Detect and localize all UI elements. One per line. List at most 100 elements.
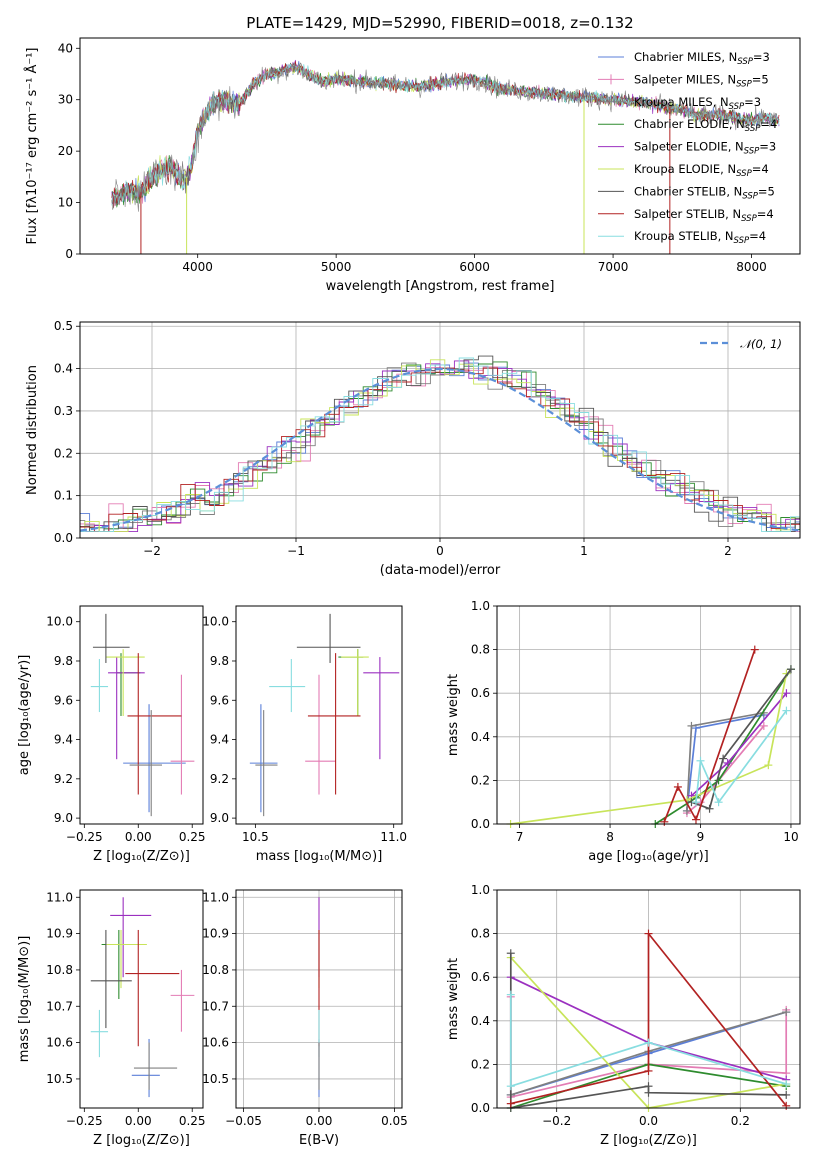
x-tick-label: 8	[606, 830, 614, 844]
y-tick-label: 1.0	[471, 883, 490, 897]
y-tick-label: 11.0	[46, 890, 73, 904]
histogram-series-6	[80, 355, 800, 533]
x-tick-label: −0.2	[542, 1114, 571, 1128]
weight-line-8	[509, 994, 787, 1088]
y-tick-label: 9.2	[210, 772, 229, 786]
y-tick-label: 0.4	[54, 362, 73, 376]
y-tick-label: 9.0	[210, 811, 229, 825]
x-axis-label: mass [log₁₀(M/M⊙)]	[256, 849, 383, 864]
y-tick-label: 30	[58, 93, 73, 107]
x-tick-label: −2	[143, 544, 161, 558]
x-axis-label: Z [log₁₀(Z/Z⊙)]	[600, 1133, 697, 1148]
weight-vs-metallicity-panel: −0.2 0.0 0.2 0.0 0.2 0.4 0.6 0.8 1.0 Z [log₁₀(Z/Z…	[446, 883, 801, 1148]
legend-entry: Kroupa MILES, NSSP=3	[634, 95, 761, 112]
x-tick-label: 2	[724, 544, 732, 558]
y-tick-label: 40	[58, 41, 73, 55]
weight-line-8	[695, 710, 788, 804]
y-axis-label: Flux [fλ10⁻¹⁷ erg cm⁻² s⁻¹ Å⁻¹]	[24, 48, 40, 245]
y-tick-label: 9.6	[210, 693, 229, 707]
x-tick-label: 0.05	[381, 1114, 408, 1128]
gaussian-curve	[80, 367, 800, 532]
y-tick-label: 10.9	[202, 927, 229, 941]
legend-entry: Chabrier ELODIE, NSSP=4	[634, 117, 777, 134]
y-tick-label: 9.8	[210, 654, 229, 668]
y-axis-label: mass weight	[446, 958, 461, 1040]
age-vs-mass-panel: 10.5 11.0 9.0 9.2 9.4 9.6 9.8 10.0 mass [log₁₀(M…	[202, 605, 407, 864]
x-tick-label: 9	[697, 830, 705, 844]
y-tick-label: 0.0	[54, 531, 73, 545]
x-tick-label: 4000	[182, 260, 213, 274]
weight-line-5	[510, 673, 788, 825]
legend-entry: Kroupa STELIB, NSSP=4	[634, 229, 766, 246]
axes-frame	[496, 889, 801, 1109]
spectrum-series-8	[111, 63, 780, 206]
x-tick-label: 11.0	[380, 830, 407, 844]
y-tick-label: 1.0	[471, 599, 490, 613]
y-tick-label: 0.1	[54, 489, 73, 503]
x-tick-label: 0.00	[306, 1114, 333, 1128]
y-tick-label: 9.0	[54, 811, 73, 825]
axes-frame	[79, 605, 204, 825]
y-tick-label: 10.6	[46, 1036, 73, 1050]
y-tick-label: 10.7	[202, 999, 229, 1013]
mass-vs-ebv-panel: −0.05 0.00 0.05 10.5 10.6 10.7 10.8 10.9 11.0 E(B…	[202, 889, 408, 1148]
legend-entry: 𝒩(0, 1)	[740, 337, 782, 351]
x-axis-label: Z [log₁₀(Z/Z⊙)]	[93, 849, 190, 864]
y-tick-label: 0.0	[471, 817, 490, 831]
y-axis-label: mass [log₁₀(M/M⊙)]	[17, 936, 32, 1063]
x-tick-label: 5000	[321, 260, 352, 274]
y-tick-label: 0.3	[54, 404, 73, 418]
legend-entry: Salpeter ELODIE, NSSP=3	[634, 140, 776, 157]
weight-line-7	[663, 649, 756, 823]
y-tick-label: 0.2	[54, 446, 73, 460]
histogram-series-3	[80, 361, 800, 533]
y-tick-label: 0.4	[471, 730, 490, 744]
y-tick-label: 0.5	[54, 319, 73, 333]
y-tick-label: 0	[65, 247, 73, 261]
y-axis-label: Normed distribution	[25, 365, 40, 495]
x-tick-label: 10	[783, 830, 798, 844]
y-tick-label: 10	[58, 196, 73, 210]
figure-title: PLATE=1429, MJD=52990, FIBERID=0018, z=0…	[246, 14, 633, 32]
mass-vs-metallicity-panel: −0.25 0.00 0.25 10.5 10.6 10.7 10.8 10.9 11.0 Z […	[17, 889, 206, 1148]
y-tick-label: 11.0	[202, 890, 229, 904]
residual-histogram-panel: −2 −1 0 1 2 0.0 0.1 0.2 0.3 0.4 0.5 (data-model)/er…	[25, 319, 801, 578]
y-tick-label: 0.4	[471, 1014, 490, 1028]
legend-entry: Salpeter STELIB, NSSP=4	[634, 207, 774, 224]
axes-frame	[79, 889, 204, 1109]
x-tick-label: 7000	[598, 260, 629, 274]
y-tick-label: 10.7	[46, 999, 73, 1013]
histogram-steps	[80, 355, 800, 533]
y-tick-label: 9.4	[54, 733, 73, 747]
x-tick-label: 1	[580, 544, 588, 558]
y-tick-label: 9.2	[54, 772, 73, 786]
y-tick-label: 0.2	[471, 1057, 490, 1071]
x-tick-label: −1	[287, 544, 305, 558]
weight-vs-age-panel: 7 8 9 10 0.0 0.2 0.4 0.6 0.8 1.0 age [log₁₀(age/yr…	[446, 599, 801, 864]
x-tick-label: 10.5	[242, 830, 269, 844]
y-tick-label: 9.4	[210, 733, 229, 747]
x-tick-label: 6000	[459, 260, 490, 274]
legend-entry: Chabrier STELIB, NSSP=5	[634, 184, 775, 201]
histogram-series-5	[80, 359, 800, 533]
y-tick-label: 0.8	[471, 927, 490, 941]
x-tick-label: 8000	[736, 260, 767, 274]
y-axis-label: mass weight	[446, 674, 461, 756]
y-tick-label: 10.0	[202, 615, 229, 629]
y-tick-label: 9.8	[54, 654, 73, 668]
x-axis-label: (data-model)/error	[380, 563, 501, 578]
x-tick-label: 0.25	[179, 830, 206, 844]
y-tick-label: 10.8	[46, 963, 73, 977]
y-tick-label: 10.0	[46, 615, 73, 629]
y-tick-label: 20	[58, 144, 73, 158]
axes-frame	[496, 605, 801, 825]
weight-line-7	[510, 932, 787, 1107]
x-axis-label: age [log₁₀(age/yr)]	[588, 849, 709, 864]
y-tick-label: 0.6	[471, 686, 490, 700]
x-tick-label: 7	[516, 830, 524, 844]
x-axis-label: Z [log₁₀(Z/Z⊙)]	[93, 1133, 190, 1148]
histogram-series-8	[80, 357, 800, 533]
legend-entry: Kroupa ELODIE, NSSP=4	[634, 162, 769, 179]
x-tick-label: −0.25	[66, 1114, 103, 1128]
